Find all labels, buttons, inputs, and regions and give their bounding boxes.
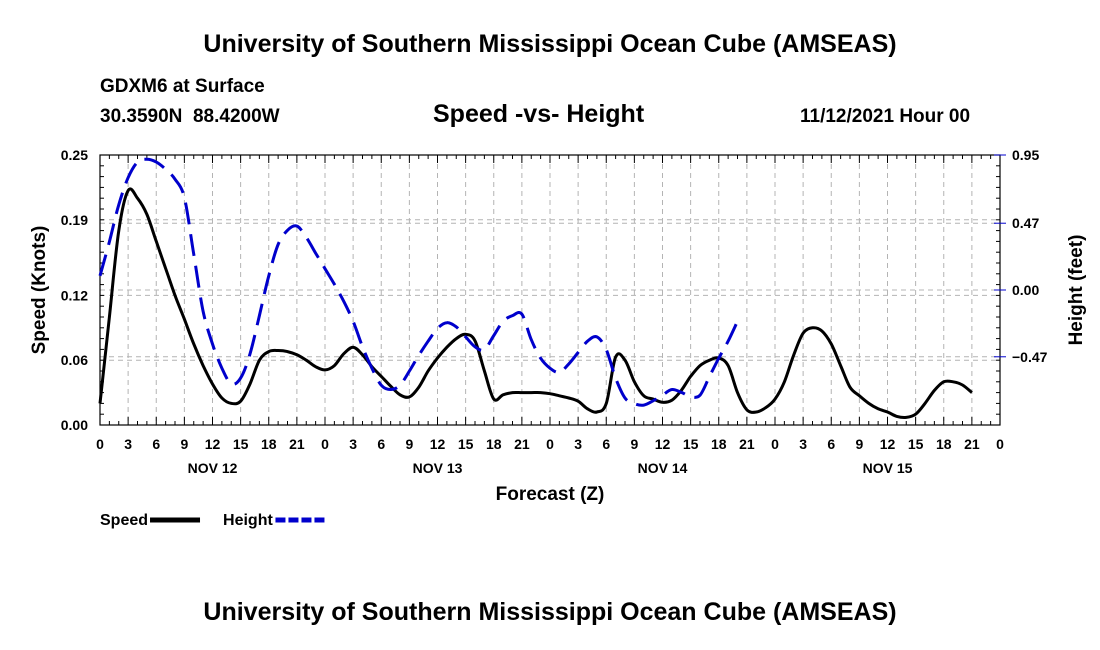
x-tick-label: 12 [205, 436, 221, 452]
series-line-speed [98, 187, 973, 420]
y-right-axis-title: Height (feet) [1066, 235, 1087, 346]
x-tick-label: 6 [377, 436, 385, 452]
x-tick-label: 3 [124, 436, 132, 452]
x-tick-label: 3 [799, 436, 807, 452]
station-label: GDXM6 at Surface [100, 76, 265, 97]
chart-subtitle: Speed -vs- Height [433, 100, 645, 128]
x-tick-label: 6 [602, 436, 610, 452]
y-left-axis-title: Speed (Knots) [29, 226, 50, 355]
x-tick-label: 3 [349, 436, 357, 452]
x-day-label: NOV 12 [188, 460, 238, 476]
y-right-tick-label: 0.95 [1012, 147, 1039, 163]
x-tick-label: 21 [289, 436, 305, 452]
y-left-tick-label: 0.25 [61, 147, 88, 163]
forecast-timestamp: 11/12/2021 Hour 00 [800, 106, 971, 127]
series-line-height [98, 157, 739, 407]
page-title: University of Southern Mississippi Ocean… [203, 30, 897, 58]
x-axis-title: Forecast (Z) [496, 484, 605, 505]
x-tick-label: 9 [855, 436, 863, 452]
x-day-label: NOV 15 [863, 460, 913, 476]
y-right-tick-label: 0.47 [1012, 215, 1039, 231]
x-tick-label: 9 [630, 436, 638, 452]
x-tick-label: 21 [739, 436, 755, 452]
x-tick-label: 3 [574, 436, 582, 452]
x-day-label: NOV 14 [638, 460, 688, 476]
legend-label-speed: Speed [100, 512, 148, 529]
legend-label-height: Height [223, 512, 273, 529]
x-tick-label: 12 [655, 436, 671, 452]
x-tick-label: 6 [827, 436, 835, 452]
x-tick-label: 18 [711, 436, 727, 452]
y-left-tick-label: 0.12 [61, 287, 88, 303]
x-tick-label: 18 [261, 436, 277, 452]
x-day-label: NOV 13 [413, 460, 463, 476]
x-tick-label: 18 [486, 436, 502, 452]
x-tick-label: 12 [430, 436, 446, 452]
x-tick-label: 21 [964, 436, 980, 452]
y-left-tick-label: 0.19 [61, 212, 88, 228]
x-tick-label: 6 [152, 436, 160, 452]
x-tick-label: 0 [546, 436, 554, 452]
x-tick-label: 9 [180, 436, 188, 452]
y-left-tick-label: 0.06 [61, 352, 88, 368]
x-tick-label: 0 [996, 436, 1004, 452]
x-tick-label: 0 [321, 436, 329, 452]
x-tick-label: 15 [683, 436, 699, 452]
x-tick-label: 0 [771, 436, 779, 452]
x-tick-label: 12 [880, 436, 896, 452]
x-tick-label: 21 [514, 436, 530, 452]
footer-title: University of Southern Mississippi Ocean… [203, 598, 897, 626]
y-left-tick-label: 0.00 [61, 417, 88, 433]
x-tick-label: 18 [936, 436, 952, 452]
y-right-tick-label: −0.47 [1012, 349, 1048, 365]
x-tick-label: 9 [405, 436, 413, 452]
x-tick-label: 15 [458, 436, 474, 452]
x-tick-label: 15 [908, 436, 924, 452]
x-tick-label: 0 [96, 436, 104, 452]
y-right-tick-label: 0.00 [1012, 282, 1039, 298]
x-tick-label: 15 [233, 436, 249, 452]
coordinates-label: 30.3590N 88.4200W [100, 106, 280, 127]
